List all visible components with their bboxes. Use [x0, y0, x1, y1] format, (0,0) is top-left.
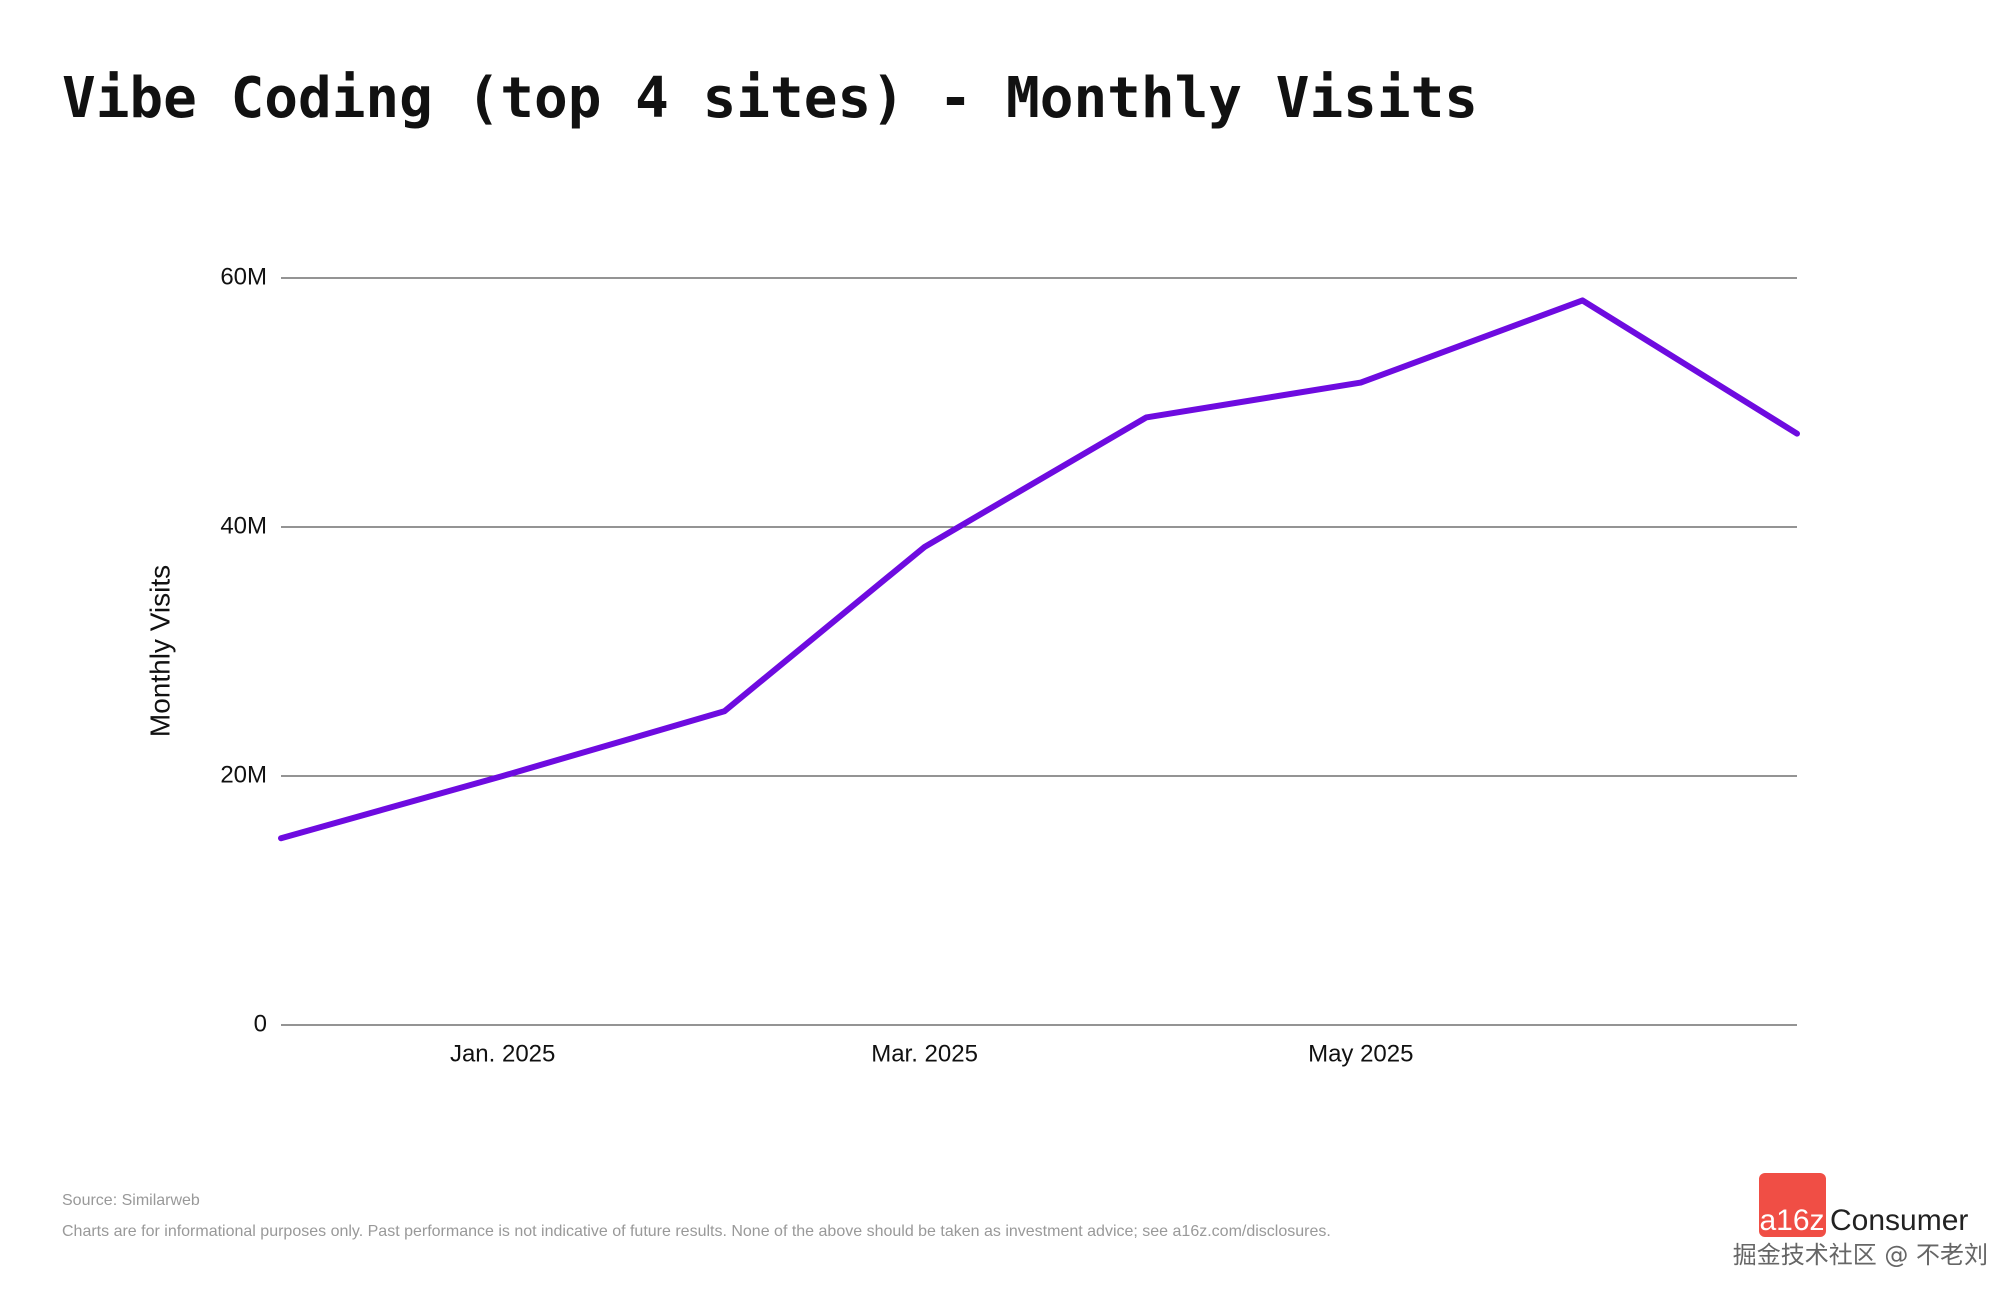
y-tick-label: 20M	[220, 761, 267, 788]
chart-title: Vibe Coding (top 4 sites) - Monthly Visi…	[62, 66, 1478, 131]
watermark: 掘金技术社区 @ 不老刘	[1733, 1241, 1988, 1269]
y-tick-label: 0	[254, 1010, 267, 1037]
y-tick-label: 40M	[220, 512, 267, 539]
disclaimer: Charts are for informational purposes on…	[62, 1223, 1331, 1240]
x-tick-label: Jan. 2025	[450, 1040, 555, 1067]
y-tick-label: 60M	[220, 263, 267, 290]
x-tick-label: Mar. 2025	[871, 1040, 978, 1067]
logo-mark: a16z	[1759, 1204, 1824, 1237]
source: Source: Similarweb	[62, 1192, 200, 1209]
y-axis-title: Monthly Visits	[144, 565, 175, 737]
data-line	[278, 297, 1800, 842]
logo-badge	[1759, 1173, 1826, 1237]
x-tick-label: May 2025	[1308, 1040, 1413, 1067]
logo-text: Consumer	[1830, 1204, 1968, 1237]
